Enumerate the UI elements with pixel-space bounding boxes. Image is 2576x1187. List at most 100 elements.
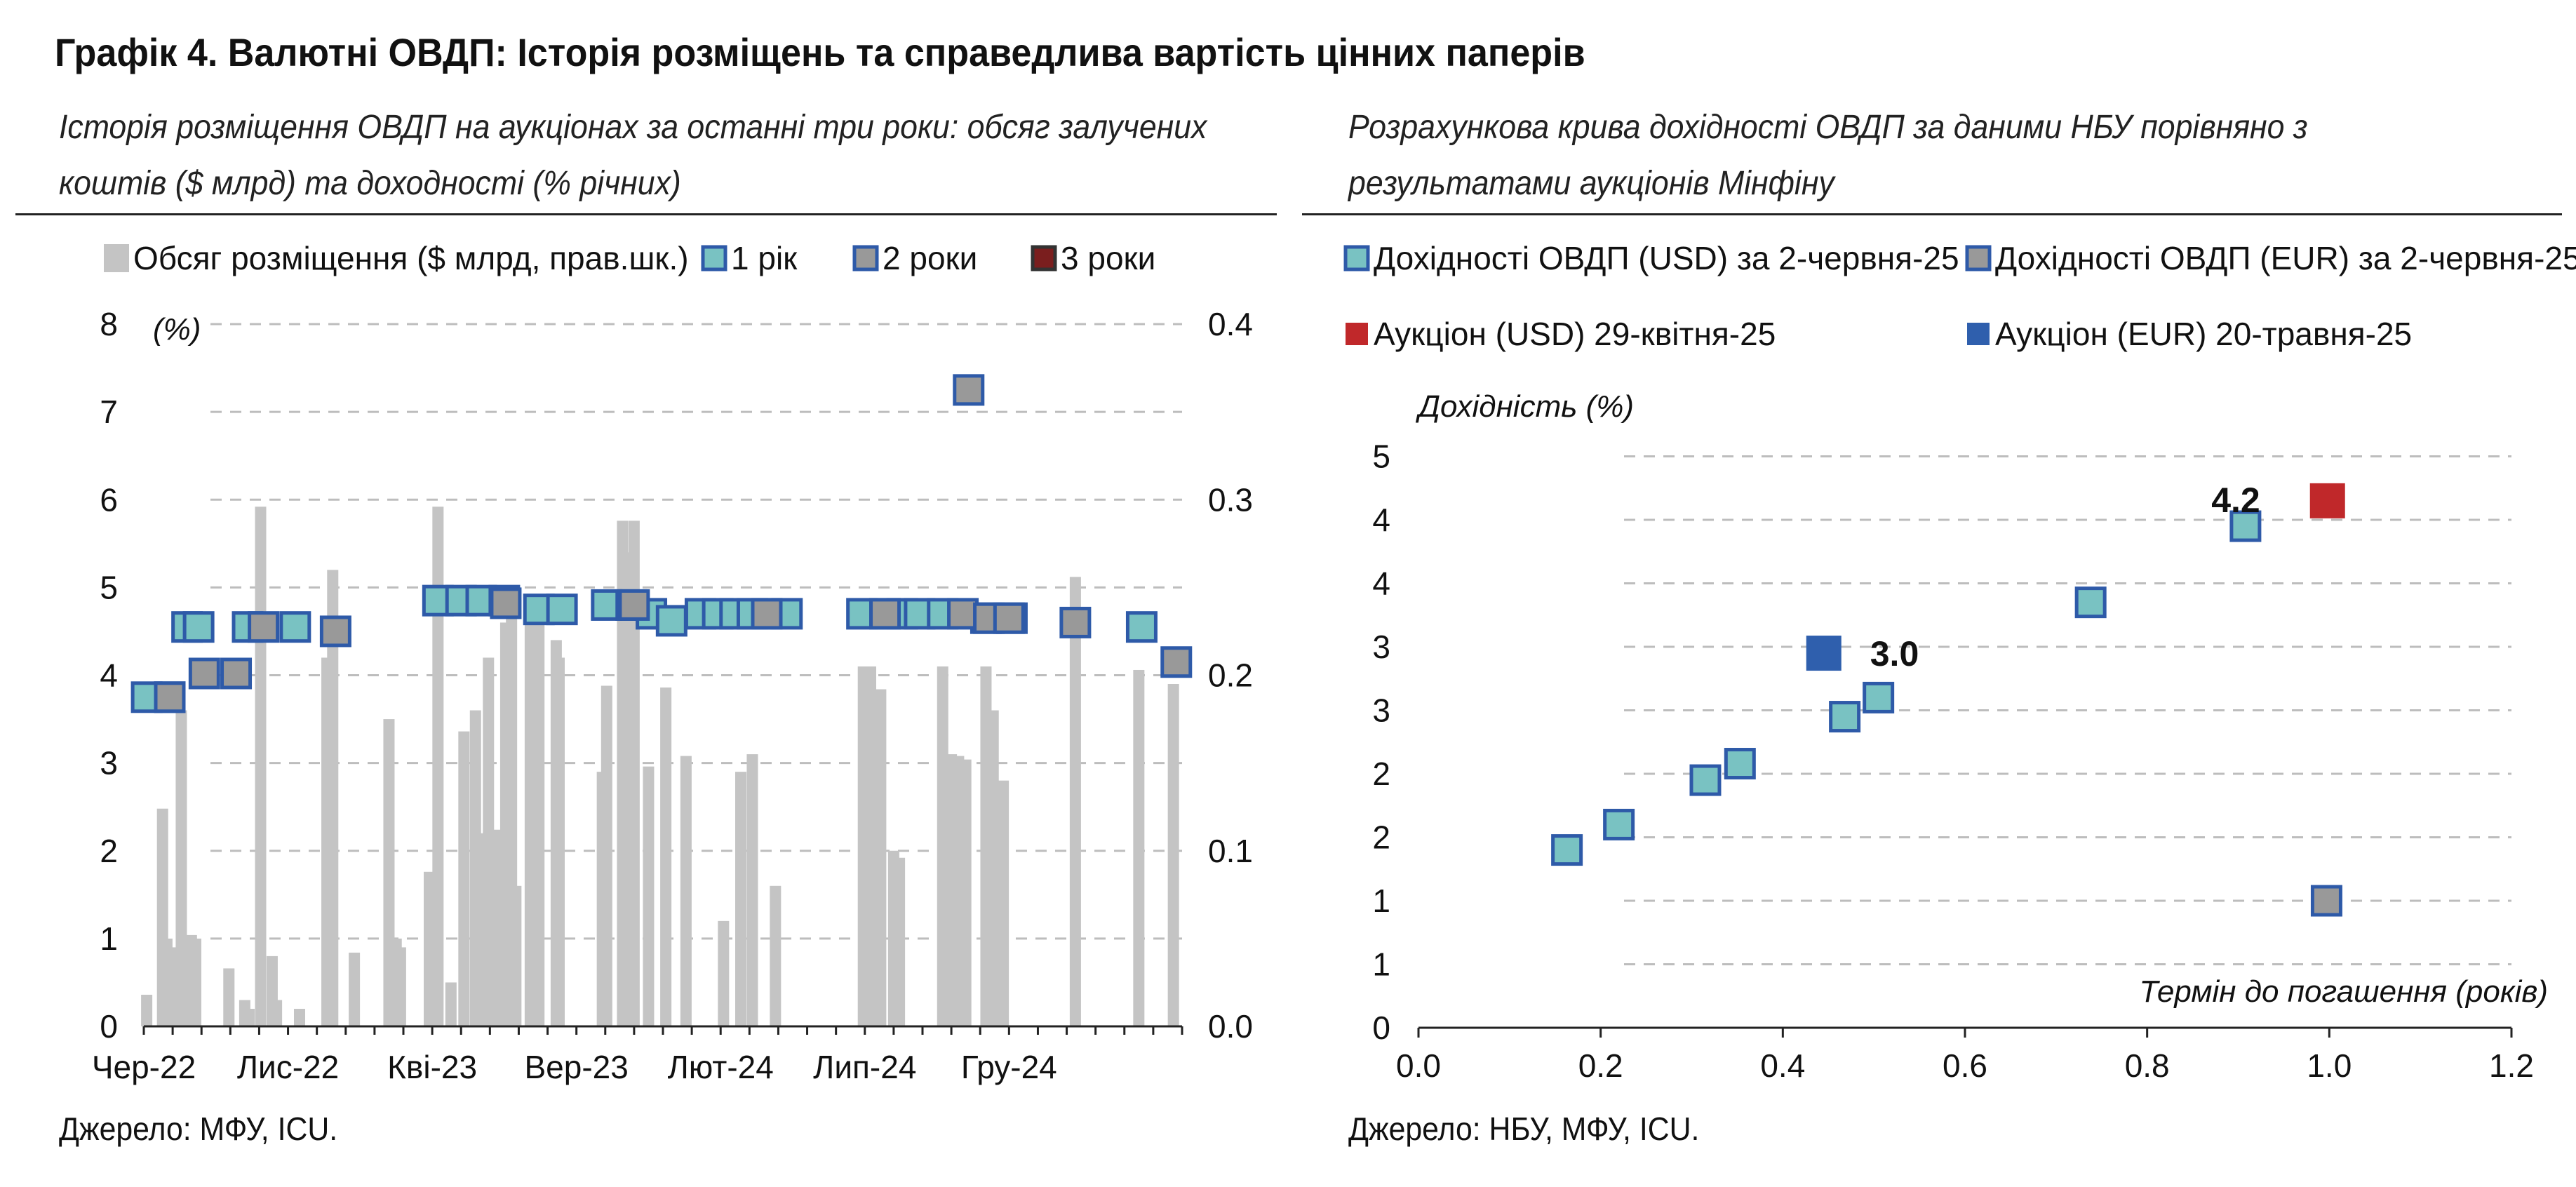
volume-bar bbox=[294, 1008, 305, 1026]
volume-bar bbox=[190, 938, 201, 1026]
left-ytick-label: 3 bbox=[100, 745, 118, 782]
right-ytick-label: 1 bbox=[1372, 946, 1390, 983]
yield-marker-1y bbox=[182, 611, 215, 643]
volume-bar bbox=[394, 947, 406, 1026]
yield-marker-auction_usd bbox=[2309, 483, 2345, 518]
left-xtick-label: Лис-22 bbox=[237, 1049, 339, 1085]
volume-bar bbox=[506, 587, 518, 1026]
right-ytick-label: 4 bbox=[1372, 565, 1390, 602]
volume-bar bbox=[875, 689, 887, 1026]
legend-label: 2 роки bbox=[883, 240, 977, 276]
right-ytick-label: 0 bbox=[1372, 1010, 1390, 1046]
left-subtitle-line-1: Історія розміщення ОВДП на аукціонах за … bbox=[59, 109, 1207, 146]
right-xtick-label: 0.8 bbox=[2125, 1047, 2170, 1084]
left-source: Джерело: МФУ, ICU. bbox=[59, 1111, 338, 1147]
yield-marker-2y bbox=[188, 657, 220, 690]
yield-marker-2y bbox=[220, 657, 253, 690]
volume-bar bbox=[894, 857, 906, 1026]
yield-marker-2y bbox=[751, 598, 783, 630]
right-ytick-label: 2 bbox=[1372, 756, 1390, 792]
main-title: Графік 4. Валютні ОВДП: Історія розміщен… bbox=[55, 30, 1585, 74]
right-xtick-label: 0.0 bbox=[1396, 1047, 1441, 1084]
yield-marker-1y bbox=[655, 605, 687, 637]
yield-marker-1y bbox=[279, 611, 311, 643]
volume-bar bbox=[660, 688, 672, 1026]
volume-bar bbox=[1069, 577, 1081, 1026]
yield-marker-usd bbox=[1551, 834, 1583, 866]
volume-bar bbox=[524, 615, 536, 1026]
volume-bar bbox=[327, 570, 339, 1026]
right-source: Джерело: НБУ, МФУ, ICU. bbox=[1348, 1111, 1700, 1147]
yield-marker-1y bbox=[546, 594, 578, 626]
legend-swatch-eur bbox=[1965, 245, 1992, 271]
legend-swatch-2y bbox=[852, 245, 879, 271]
volume-bar bbox=[735, 772, 746, 1026]
right-xlabel: Термін до погашення (років) bbox=[2139, 974, 2548, 1009]
volume-bar bbox=[960, 759, 972, 1026]
left-xtick-label: Вер-23 bbox=[524, 1049, 628, 1085]
right-axis-tick-label: 0.2 bbox=[1208, 657, 1253, 694]
volume-bar bbox=[865, 666, 876, 1026]
right-xtick-label: 1.2 bbox=[2489, 1047, 2534, 1084]
volume-bar bbox=[937, 666, 948, 1026]
volume-bar bbox=[490, 829, 502, 1026]
volume-bar bbox=[643, 766, 655, 1026]
yield-marker-usd bbox=[1724, 748, 1756, 780]
volume-bar bbox=[432, 507, 444, 1026]
right-xtick-label: 0.6 bbox=[1943, 1047, 1987, 1084]
volume-bar bbox=[1167, 684, 1179, 1026]
right-subtitle: Розрахункова крива дохідності ОВДП за да… bbox=[1348, 100, 2308, 212]
yield-marker-2y bbox=[1059, 606, 1092, 638]
legend-swatch-3y bbox=[1031, 245, 1057, 271]
yield-marker-2y bbox=[869, 598, 901, 630]
yield-marker-usd bbox=[2229, 510, 2262, 542]
volume-bar bbox=[628, 521, 640, 1026]
volume-bar bbox=[271, 1000, 283, 1026]
legend-swatch-bar bbox=[104, 244, 129, 272]
yield-marker-2y bbox=[618, 589, 650, 621]
yield-marker-usd bbox=[1829, 701, 1861, 733]
yield-marker-2y bbox=[993, 602, 1025, 634]
legend-label: 1 рік bbox=[731, 240, 798, 276]
left-ytick-label: 6 bbox=[100, 481, 118, 518]
yield-marker-auction_eur bbox=[1806, 636, 1842, 671]
right-header-rule bbox=[1302, 213, 2562, 215]
right-ytick-label: 4 bbox=[1372, 502, 1390, 538]
right-ytick-label: 3 bbox=[1372, 692, 1390, 729]
right-xtick-label: 0.4 bbox=[1760, 1047, 1805, 1084]
left-ytick-label: 0 bbox=[100, 1008, 118, 1045]
left-ytick-label: 4 bbox=[100, 657, 118, 694]
right-subtitle-line-2: результатами аукціонів Мінфіну bbox=[1348, 165, 1834, 202]
volume-bar bbox=[554, 657, 565, 1026]
right-axis-tick-label: 0.0 bbox=[1208, 1008, 1253, 1045]
legend-label: Дохідності ОВДП (USD) за 2-червня-25 bbox=[1374, 240, 1959, 276]
left-axis-unit: (%) bbox=[153, 312, 201, 347]
right-xtick-label: 1.0 bbox=[2307, 1047, 2352, 1084]
yield-marker-usd bbox=[1863, 681, 1895, 713]
right-xtick-label: 0.2 bbox=[1578, 1047, 1623, 1084]
volume-bar bbox=[255, 507, 267, 1026]
left-xtick-label: Кві-23 bbox=[387, 1049, 477, 1085]
volume-bar bbox=[601, 685, 612, 1026]
right-ylabel: Дохідність (%) bbox=[1415, 389, 1634, 424]
volume-bar bbox=[746, 754, 758, 1026]
right-subtitle-line-1: Розрахункова крива дохідності ОВДП за да… bbox=[1348, 109, 2308, 146]
auction-usd-label: 4.2 bbox=[2211, 481, 2260, 520]
volume-bar bbox=[1133, 669, 1145, 1026]
right-ytick-label: 1 bbox=[1372, 883, 1390, 919]
left-ytick-label: 7 bbox=[100, 394, 118, 430]
yield-marker-usd bbox=[1603, 808, 1635, 840]
left-header-rule bbox=[15, 213, 1277, 215]
legend-swatch-usd bbox=[1343, 245, 1370, 271]
left-ytick-label: 8 bbox=[100, 306, 118, 342]
volume-bar bbox=[175, 710, 187, 1026]
yield-marker-2y bbox=[248, 611, 280, 643]
yield-marker-2y bbox=[1160, 646, 1193, 678]
left-subtitle-line-2: коштів ($ млрд) та доходності (% річних) bbox=[59, 165, 681, 202]
legend-label: Дохідності ОВДП (EUR) за 2-червня-25 bbox=[1995, 240, 2576, 276]
left-ytick-label: 5 bbox=[100, 569, 118, 605]
volume-bar bbox=[533, 613, 545, 1026]
left-xtick-label: Лип-24 bbox=[813, 1049, 916, 1085]
yield-marker-2y bbox=[319, 615, 351, 648]
